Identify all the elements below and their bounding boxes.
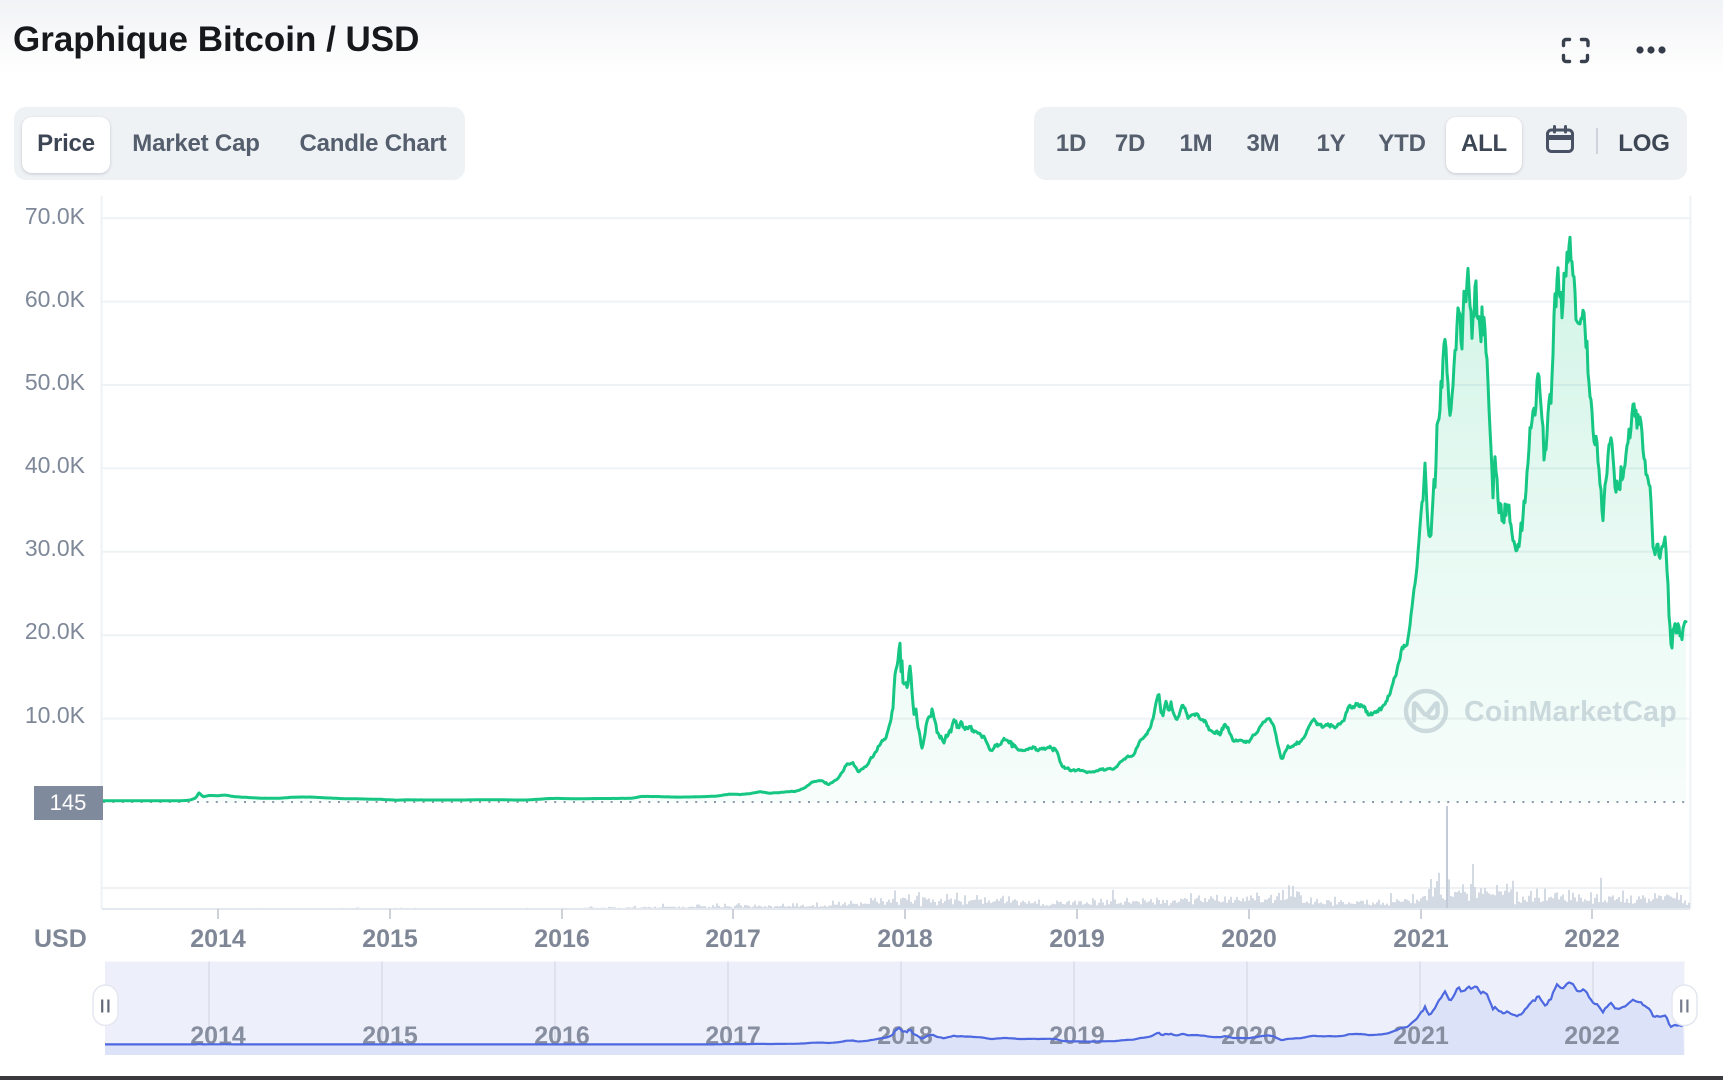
svg-text:2016: 2016: [534, 1022, 590, 1050]
svg-text:2014: 2014: [190, 1022, 246, 1050]
svg-text:USD: USD: [34, 925, 87, 953]
svg-text:2015: 2015: [362, 1022, 418, 1050]
svg-text:2016: 2016: [534, 925, 590, 953]
svg-text:2015: 2015: [362, 925, 418, 953]
svg-text:40.0K: 40.0K: [25, 452, 86, 478]
svg-text:2022: 2022: [1564, 925, 1620, 953]
svg-text:70.0K: 70.0K: [25, 203, 86, 229]
svg-text:2017: 2017: [705, 925, 761, 953]
svg-text:2014: 2014: [190, 925, 246, 953]
svg-text:2021: 2021: [1393, 925, 1449, 953]
svg-text:145: 145: [50, 790, 87, 815]
svg-text:2017: 2017: [705, 1022, 761, 1050]
svg-text:2018: 2018: [877, 1022, 933, 1050]
svg-text:2020: 2020: [1221, 925, 1277, 953]
svg-text:2022: 2022: [1564, 1022, 1620, 1050]
svg-text:2019: 2019: [1049, 925, 1105, 953]
svg-text:2019: 2019: [1049, 1022, 1105, 1050]
svg-text:30.0K: 30.0K: [25, 535, 86, 561]
svg-text:20.0K: 20.0K: [25, 618, 86, 644]
svg-text:50.0K: 50.0K: [25, 369, 86, 395]
svg-text:2021: 2021: [1393, 1022, 1449, 1050]
svg-text:60.0K: 60.0K: [25, 286, 86, 312]
svg-text:10.0K: 10.0K: [25, 702, 86, 728]
svg-text:2018: 2018: [877, 925, 933, 953]
